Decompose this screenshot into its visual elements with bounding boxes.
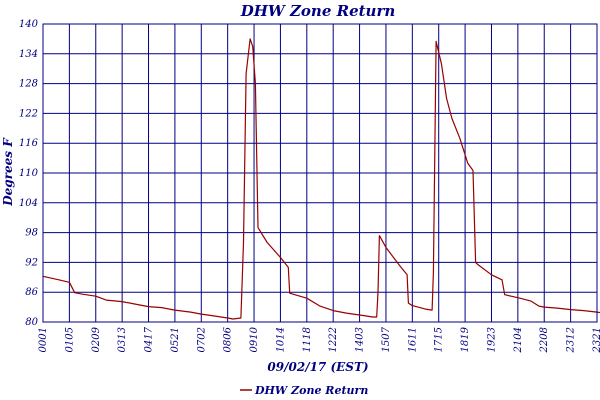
- x-tick-label: 2208: [539, 327, 550, 353]
- x-tick-label: 1819: [460, 326, 471, 352]
- x-tick-label: 2104: [513, 327, 524, 353]
- x-tick-label: 1715: [434, 327, 445, 352]
- x-tick-label: 0209: [91, 326, 102, 352]
- x-tick-label: 0105: [64, 327, 75, 352]
- y-axis-label: Degrees F: [1, 137, 15, 207]
- plot-frame: [42, 23, 598, 323]
- x-tick-label: 0521: [170, 327, 181, 352]
- series-line-dhw-zone-return: [42, 38, 600, 320]
- x-tick-label: 1118: [302, 327, 313, 352]
- x-tick-label: 1507: [381, 326, 392, 352]
- y-tick-label: 116: [19, 138, 39, 149]
- x-tick-label: 0910: [249, 326, 260, 352]
- y-tick-label: 110: [19, 168, 39, 179]
- x-tick-label: 0001: [38, 327, 49, 352]
- y-tick-label: 122: [19, 108, 38, 119]
- x-axis-label: 09/02/17 (EST): [267, 360, 368, 374]
- x-tick-label: 1611: [407, 327, 418, 352]
- x-tick-labels: 0001 0105 0209 0313 0417 0521 0702 0806 0910 1014…: [38, 326, 600, 353]
- x-tick-label: 0313: [117, 327, 128, 352]
- y-tick-label: 128: [19, 79, 38, 90]
- x-tick-label: 2312: [566, 327, 577, 353]
- grid: [42, 23, 598, 323]
- x-tick-label: 0806: [223, 326, 234, 352]
- x-tick-label: 1222: [328, 327, 339, 352]
- y-tick-label: 134: [19, 49, 38, 60]
- x-tick-label: 1923: [486, 327, 497, 352]
- series-layer: [42, 38, 600, 320]
- legend: DHW Zone Return: [240, 384, 368, 397]
- y-tick-label: 92: [25, 257, 38, 268]
- y-tick-label: 86: [25, 287, 38, 298]
- x-tick-label: 2321: [592, 327, 600, 353]
- y-tick-labels: 80 86 92 98 104 110 116 122 128 134 140: [19, 19, 39, 328]
- y-tick-label: 80: [25, 317, 38, 328]
- y-tick-label: 98: [25, 228, 38, 239]
- chart-title: DHW Zone Return: [240, 2, 396, 20]
- x-tick-label: 0702: [196, 327, 207, 352]
- x-tick-label: 1014: [275, 327, 286, 352]
- x-tick-label: 0417: [144, 326, 155, 352]
- y-tick-label: 104: [19, 198, 38, 209]
- y-tick-label: 140: [19, 19, 39, 30]
- legend-label: DHW Zone Return: [254, 384, 368, 397]
- x-tick-label: 1403: [355, 327, 366, 352]
